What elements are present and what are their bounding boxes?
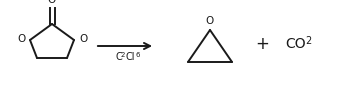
Text: +: + bbox=[255, 35, 269, 53]
Text: O: O bbox=[17, 34, 25, 44]
Text: 6: 6 bbox=[136, 52, 140, 58]
Text: 2: 2 bbox=[121, 52, 125, 58]
Text: O: O bbox=[206, 16, 214, 26]
Text: CO: CO bbox=[285, 37, 306, 51]
Text: Cl: Cl bbox=[125, 52, 134, 62]
Text: O: O bbox=[48, 0, 56, 5]
Text: 2: 2 bbox=[305, 36, 311, 46]
Text: C: C bbox=[115, 52, 122, 62]
Text: O: O bbox=[79, 34, 87, 44]
